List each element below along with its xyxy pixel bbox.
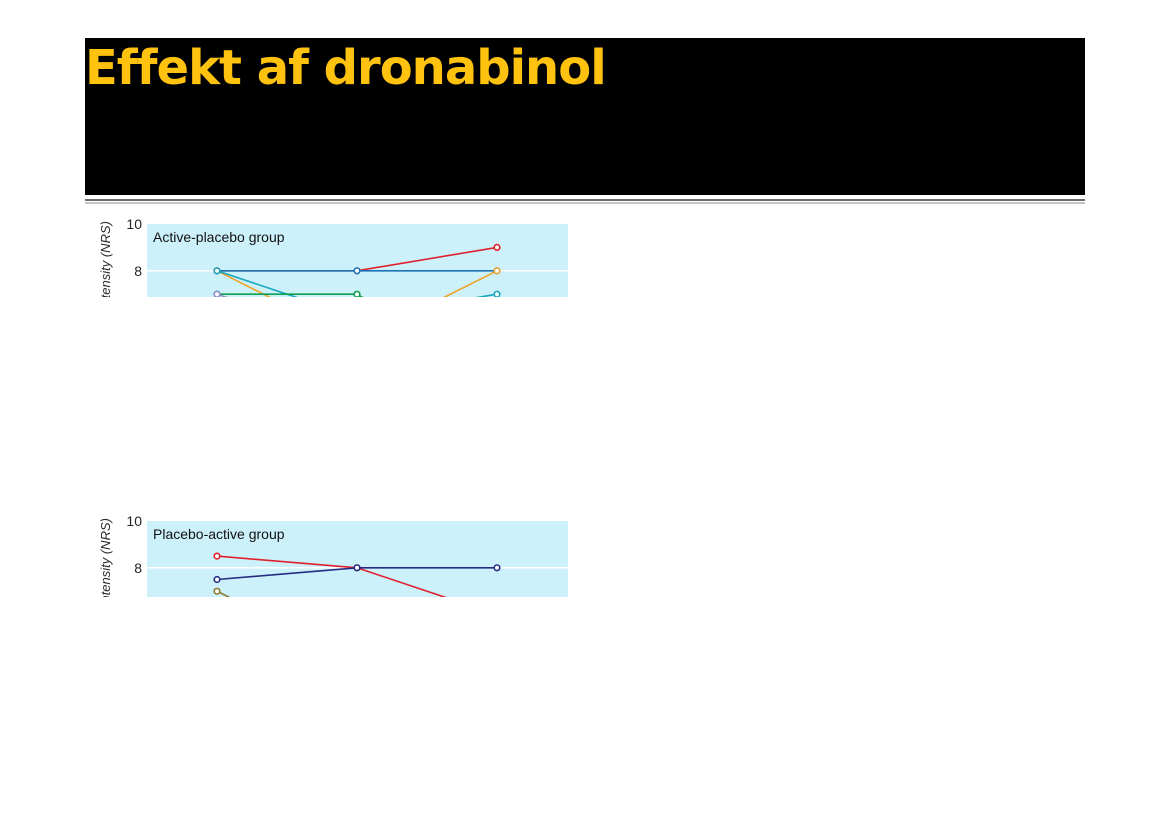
y-axis-label: Median spontaneous pain intensity (NRS) <box>98 518 113 597</box>
data-point <box>213 267 221 275</box>
data-point <box>493 267 501 275</box>
data-point <box>213 575 221 584</box>
data-point <box>353 267 361 275</box>
plot-area <box>147 224 568 297</box>
y-tick-label: 10 <box>126 513 142 529</box>
y-tick-label: 8 <box>134 560 142 576</box>
title-rule-shadow <box>85 202 1085 204</box>
data-point <box>353 564 361 572</box>
title-rule <box>85 199 1085 201</box>
data-point <box>493 243 501 251</box>
placebo-active-chart: 0246810BaselinePlaceboActivePlacebo-acti… <box>98 513 568 597</box>
data-point <box>493 564 501 572</box>
data-point <box>213 587 221 595</box>
slide-title: Effekt af dronabinol <box>85 40 607 96</box>
y-tick-label: 8 <box>134 263 142 279</box>
panel-title: Placebo-active group <box>153 526 285 542</box>
data-point <box>353 290 361 297</box>
data-point <box>213 290 221 297</box>
panel-title: Active-placebo group <box>153 229 285 245</box>
y-axis-label: Median spontaneous pain intensity (NRS) <box>98 221 113 297</box>
active-placebo-chart: 0246810BaselineActivePlaceboActive-place… <box>98 216 568 297</box>
data-point <box>493 290 501 297</box>
series-line <box>216 270 498 297</box>
y-tick-label: 10 <box>126 216 142 232</box>
data-point <box>213 552 221 560</box>
title-band <box>85 38 1085 195</box>
